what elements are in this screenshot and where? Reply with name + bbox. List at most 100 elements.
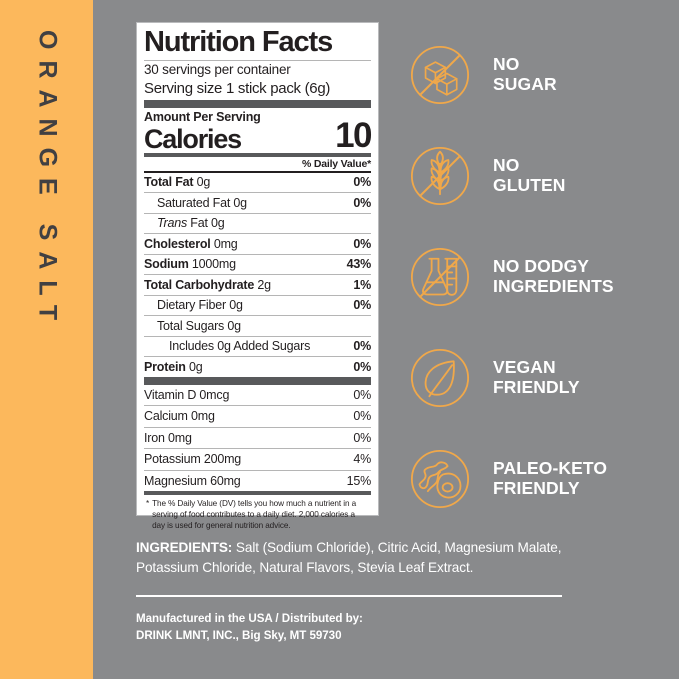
- divider-thin: [144, 212, 371, 214]
- claim-badge-label: PALEO-KETO FRIENDLY: [493, 457, 608, 498]
- ingredients-divider: [136, 595, 562, 598]
- divider-thin: [144, 335, 371, 337]
- nutrient-row: Total Carbohydrate 2g 1%: [144, 275, 371, 295]
- vitamin-row: Magnesium 60mg 15%: [144, 471, 371, 492]
- divider-thin: [144, 469, 371, 471]
- vitamin-name: Potassium 200mg: [144, 452, 242, 466]
- divider-thin: [144, 315, 371, 316]
- nutrient-daily-value: 0%: [353, 195, 371, 210]
- footnote-text: The % Daily Value (DV) tells you how muc…: [152, 499, 357, 530]
- divider-thin: [144, 274, 371, 275]
- nutrient-name: Sodium 1000mg: [144, 257, 236, 271]
- divider-thick-top: [144, 100, 371, 109]
- nutrient-row: Cholesterol 0mg 0%: [144, 234, 371, 254]
- nutrient-name: Cholesterol 0mg: [144, 236, 238, 251]
- divider-thin: [144, 192, 371, 193]
- nutrient-row: Saturated Fat 0g 0%: [144, 193, 371, 213]
- claim-badge: PALEO-KETO FRIENDLY: [402, 428, 667, 529]
- divider-black: [144, 170, 371, 173]
- nutrient-name: Total Sugars 0g: [157, 318, 241, 333]
- nutrient-row: Dietary Fiber 0g 0%: [144, 296, 371, 316]
- ingredients-heading: INGREDIENTS:: [136, 540, 233, 555]
- servings-per-container: 30 servings per container: [144, 62, 291, 77]
- vitamin-name: Magnesium 60mg: [144, 473, 241, 488]
- nutrient-daily-value: 0%: [353, 175, 371, 189]
- nutrient-name: Protein 0g: [144, 359, 203, 374]
- calories-value: 10: [335, 116, 372, 156]
- claim-badge-label: NO DODGY INGREDIENTS: [493, 255, 614, 296]
- divider-thin: [144, 294, 371, 296]
- daily-value-footnote: * The % Daily Value (DV) tells you how m…: [144, 495, 371, 534]
- nutrient-name: Dietary Fiber 0g: [157, 298, 243, 312]
- vitamin-list: Vitamin D 0mcg 0% Calcium 0mg 0% Iron 0mg 0% P…: [144, 385, 371, 492]
- vitamin-row: Potassium 200mg 4%: [144, 449, 371, 470]
- flavor-band: ORANGE SALT: [0, 0, 93, 679]
- divider-thin: [144, 448, 371, 449]
- no-dodgy-ingredients-icon: [402, 239, 478, 315]
- divider-thin: [144, 233, 371, 234]
- claim-badge: NO DODGY INGREDIENTS: [402, 226, 667, 327]
- vitamin-row: Iron 0mg 0%: [144, 428, 371, 449]
- calories-label: Calories: [144, 123, 242, 154]
- claim-badge-label: NO GLUTEN: [493, 154, 566, 195]
- nutrient-name: Total Fat 0g: [144, 175, 211, 189]
- vitamin-name: Calcium 0mg: [144, 409, 215, 423]
- nutrient-row: Sodium 1000mg 43%: [144, 255, 371, 275]
- divider-medium-footnote: [144, 491, 371, 495]
- manufacturer-info: Manufactured in the USA / Distributed by…: [136, 612, 363, 642]
- vitamin-name: Vitamin D 0mcg: [144, 387, 230, 402]
- amount-per-serving-label: Amount Per Serving: [144, 110, 261, 125]
- nutrient-row: Trans Fat 0g: [144, 214, 371, 234]
- divider-thin: [144, 405, 371, 406]
- divider-thin: [144, 356, 371, 357]
- vegan-leaf-icon: [402, 340, 478, 416]
- nutrient-list: Total Fat 0g 0% Saturated Fat 0g 0% Trans Fa…: [144, 173, 371, 377]
- nutrient-row: Total Fat 0g 0%: [144, 173, 371, 193]
- nutrient-name: Saturated Fat 0g: [157, 195, 247, 210]
- divider-thick-vitamins: [144, 376, 371, 385]
- footnote-star: *: [146, 499, 150, 508]
- nutrient-daily-value: 0%: [353, 236, 371, 251]
- nutrient-row: Protein 0g 0%: [144, 357, 371, 377]
- nutrient-daily-value: 0%: [353, 339, 371, 353]
- divider-thin: [144, 253, 371, 255]
- no-gluten-icon: [402, 138, 478, 214]
- nutrition-facts-card: Nutrition Facts 30 servings per containe…: [136, 22, 379, 530]
- claim-badge-label: VEGAN FRIENDLY: [493, 356, 580, 397]
- vitamin-daily-value: 0%: [353, 409, 371, 423]
- no-sugar-icon: [402, 37, 478, 113]
- nutrient-daily-value: 1%: [353, 277, 371, 292]
- vitamin-row: Vitamin D 0mcg 0%: [144, 385, 371, 406]
- nutrient-row: Total Sugars 0g: [144, 316, 371, 336]
- nutrient-row: Includes 0g Added Sugars 0%: [144, 337, 371, 357]
- divider-thin: [144, 426, 371, 428]
- serving-size: Serving size 1 stick pack (6g): [144, 79, 331, 97]
- nutrient-name: Includes 0g Added Sugars: [169, 339, 311, 353]
- nutrition-facts-title: Nutrition Facts: [144, 26, 333, 58]
- ingredients-list: Salt (Sodium Chloride), Citric Acid, Mag…: [136, 540, 562, 575]
- ingredients-block: INGREDIENTS: Salt (Sodium Chloride), Cit…: [136, 538, 564, 644]
- paleo-keto-meat-icon: [402, 441, 478, 517]
- vitamin-daily-value: 15%: [346, 473, 372, 488]
- vitamin-row: Calcium 0mg 0%: [144, 406, 371, 427]
- daily-value-header: % Daily Value*: [302, 157, 371, 170]
- nutrient-daily-value: 0%: [353, 359, 371, 374]
- vitamin-daily-value: 0%: [353, 430, 371, 445]
- divider-medium: [144, 152, 371, 157]
- calories-row: Calories 10: [144, 116, 372, 156]
- claim-badge-label: NO SUGAR: [493, 53, 557, 94]
- divider-thin: [144, 60, 371, 61]
- nutrient-daily-value: 43%: [346, 257, 372, 271]
- nutrient-daily-value: 0%: [353, 298, 371, 312]
- nutrient-name: Trans Fat 0g: [157, 216, 225, 230]
- amount-per-serving-row: Amount Per Serving Calories 10: [144, 110, 372, 156]
- vitamin-name: Iron 0mg: [144, 430, 192, 445]
- vitamin-daily-value: 4%: [353, 452, 371, 466]
- claim-badge: NO GLUTEN: [402, 125, 667, 226]
- ingredients-text: INGREDIENTS: Salt (Sodium Chloride), Cit…: [136, 538, 564, 577]
- nutrient-name: Total Carbohydrate 2g: [144, 277, 271, 292]
- vitamin-daily-value: 0%: [353, 387, 371, 402]
- claims-badge-list: NO SUGAR NO GLUTEN NO DODGY INGREDIENTS VEG…: [402, 24, 667, 529]
- claim-badge: VEGAN FRIENDLY: [402, 327, 667, 428]
